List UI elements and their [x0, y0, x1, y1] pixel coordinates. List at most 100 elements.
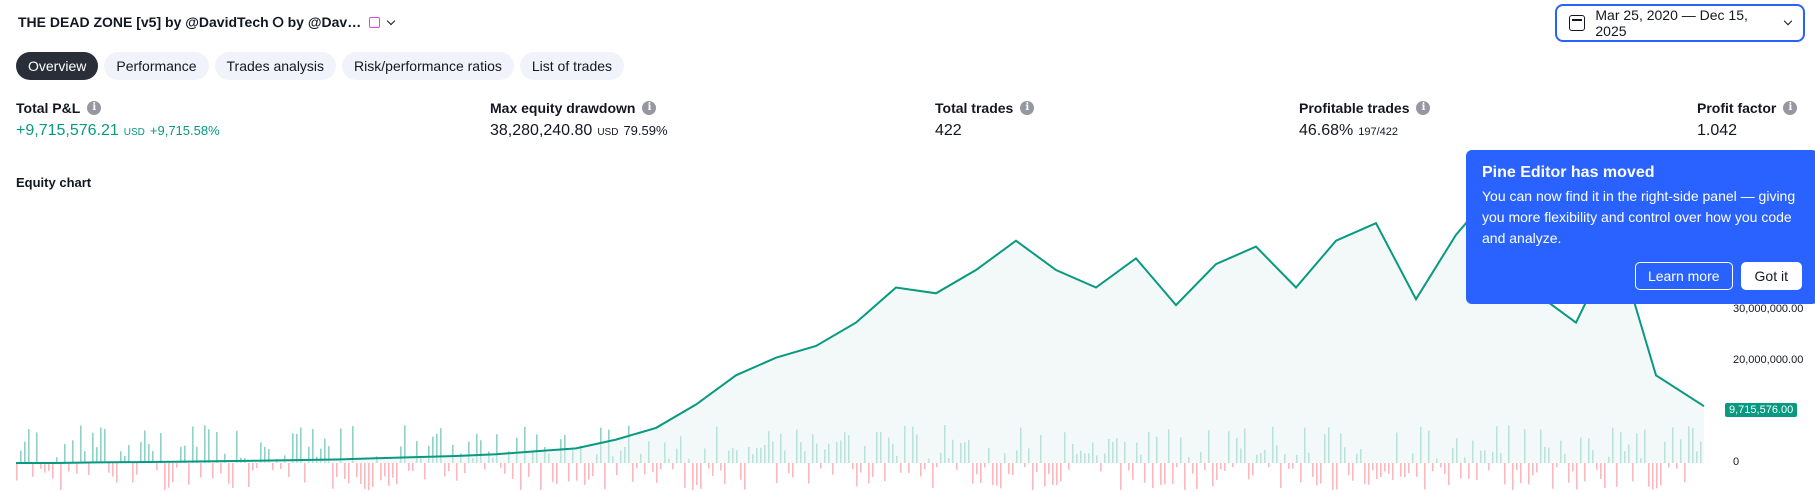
losing-trade-bar — [1536, 463, 1538, 473]
losing-trade-bar — [1292, 463, 1294, 469]
tab-trades-analysis[interactable]: Trades analysis — [214, 52, 337, 80]
winning-trade-bar — [152, 450, 154, 463]
losing-trade-bar — [1312, 463, 1314, 477]
losing-trade-bar — [924, 463, 926, 470]
losing-trade-bar — [996, 463, 998, 486]
losing-trade-bar — [256, 463, 258, 469]
losing-trade-bar — [956, 463, 958, 470]
calendar-icon — [1569, 15, 1586, 31]
losing-trade-bar — [248, 463, 250, 487]
losing-trade-bar — [1552, 463, 1554, 489]
losing-trade-bar — [856, 463, 858, 487]
losing-trade-bar — [1648, 463, 1650, 487]
losing-trade-bar — [512, 463, 514, 479]
losing-trade-bar — [1164, 463, 1166, 485]
losing-trade-bar — [852, 463, 854, 470]
losing-trade-bar — [388, 463, 390, 486]
losing-trade-bar — [636, 463, 638, 469]
losing-trade-bar — [1400, 463, 1402, 477]
losing-trade-bar — [136, 463, 138, 475]
calendar-icon[interactable] — [369, 17, 381, 28]
losing-trade-bar — [1024, 463, 1026, 468]
losing-trade-bar — [868, 463, 870, 484]
winning-trade-bar — [436, 433, 438, 463]
winning-trade-bar — [292, 433, 294, 463]
winning-trade-bar — [56, 457, 58, 463]
losing-trade-bar — [1416, 463, 1418, 477]
info-icon[interactable]: i — [642, 101, 657, 115]
losing-trade-bar — [156, 463, 158, 471]
losing-trade-bar — [1380, 463, 1382, 478]
losing-trade-bar — [1392, 463, 1394, 480]
losing-trade-bar — [500, 463, 502, 468]
losing-trade-bar — [984, 463, 986, 468]
losing-trade-bar — [1224, 463, 1226, 471]
losing-trade-bar — [344, 463, 346, 479]
losing-trade-bar — [1460, 463, 1462, 479]
losing-trade-bar — [1448, 463, 1450, 486]
winning-trade-bar — [140, 442, 142, 463]
stat-value: 1.042 — [1697, 122, 1738, 139]
losing-trade-bar — [684, 463, 686, 488]
losing-trade-bar — [972, 463, 974, 484]
losing-trade-bar — [228, 463, 230, 484]
losing-trade-bar — [1532, 463, 1534, 476]
winning-trade-bar — [400, 446, 402, 463]
losing-trade-bar — [652, 463, 654, 473]
winning-trade-bar — [468, 441, 470, 463]
tab-overview[interactable]: Overview — [16, 52, 99, 80]
losing-trade-bar — [644, 463, 646, 475]
losing-trade-bar — [232, 463, 234, 488]
losing-trade-bar — [44, 463, 46, 473]
losing-trade-bar — [1348, 463, 1350, 476]
info-icon[interactable]: i — [1416, 101, 1431, 115]
losing-trade-bar — [708, 463, 710, 469]
tab-performance[interactable]: Performance — [104, 52, 209, 80]
losing-trade-bar — [1656, 463, 1658, 489]
strategy-header[interactable]: THE DEAD ZONE [v5] by @DavidTech ⭘ by @D… — [18, 14, 396, 31]
info-icon[interactable]: i — [1783, 101, 1798, 115]
losing-trade-bar — [1376, 463, 1378, 480]
equity-chart[interactable] — [0, 190, 1720, 490]
info-icon[interactable]: i — [87, 101, 102, 115]
date-range-selector[interactable]: Mar 25, 2020 — Dec 15, 2025 — [1555, 4, 1805, 42]
learn-more-button[interactable]: Learn more — [1634, 262, 1733, 290]
info-icon[interactable]: i — [1020, 101, 1035, 115]
losing-trade-bar — [740, 463, 742, 480]
losing-trade-bar — [592, 463, 594, 477]
winning-trade-bar — [328, 446, 330, 463]
popup-body: You can now find it in the right-side pa… — [1482, 188, 1796, 246]
strategy-title[interactable]: THE DEAD ZONE [v5] by @DavidTech ⭘ by @D… — [18, 14, 362, 30]
date-range-label: Mar 25, 2020 — Dec 15, 2025 — [1595, 7, 1748, 39]
losing-trade-bar — [1336, 463, 1338, 490]
tab-risk-performance-ratios[interactable]: Risk/performance ratios — [342, 52, 514, 80]
stat-value: 38,280,240.80 — [490, 122, 593, 139]
losing-trade-bar — [76, 463, 78, 474]
got-it-button[interactable]: Got it — [1740, 262, 1802, 290]
losing-trade-bar — [792, 463, 794, 478]
losing-trade-bar — [1488, 463, 1490, 471]
losing-trade-bar — [408, 463, 410, 471]
losing-trade-bar — [1152, 463, 1154, 488]
losing-trade-bar — [1668, 463, 1670, 468]
losing-trade-bar — [456, 463, 458, 481]
losing-trade-bar — [1132, 463, 1134, 480]
losing-trade-bar — [1248, 463, 1250, 480]
losing-trade-bar — [220, 463, 222, 474]
stat-total-trades: Total trades i 422 — [935, 100, 1035, 140]
stat-percent: 79.59% — [623, 123, 668, 138]
losing-trade-bar — [1232, 463, 1234, 468]
winning-trade-bar — [476, 433, 478, 463]
winning-trade-bar — [72, 440, 74, 463]
losing-trade-bar — [280, 463, 282, 470]
losing-trade-bar — [132, 463, 134, 483]
losing-trade-bar — [712, 463, 714, 476]
losing-trade-bar — [920, 463, 922, 477]
equity-area — [16, 190, 1704, 463]
chevron-down-icon[interactable] — [386, 16, 396, 25]
y-axis-label: 20,000,000.00 — [1733, 354, 1804, 366]
losing-trade-bar — [908, 463, 910, 473]
tab-list-of-trades[interactable]: List of trades — [519, 52, 625, 80]
losing-trade-bar — [304, 463, 306, 483]
losing-trade-bar — [176, 463, 178, 468]
